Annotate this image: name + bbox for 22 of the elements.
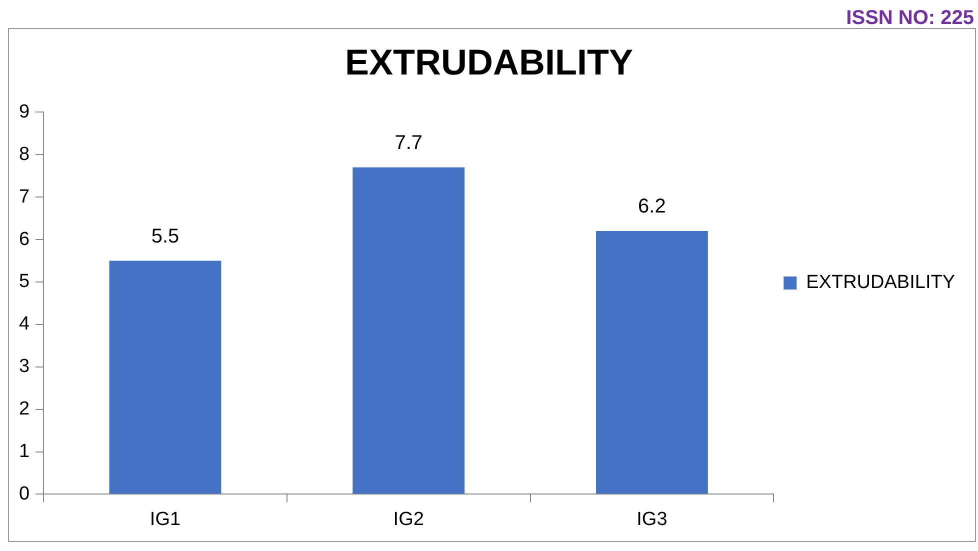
x-tick-label: IG2 <box>393 508 424 530</box>
data-label: 7.7 <box>394 132 423 154</box>
y-tick-label: 7 <box>18 186 30 208</box>
chart-title: EXTRUDABILITY <box>345 42 633 83</box>
y-tick-label: 9 <box>18 101 30 122</box>
data-label: 6.2 <box>638 196 666 218</box>
x-tick-label: IG1 <box>150 508 181 530</box>
y-tick-label: 0 <box>18 483 30 504</box>
text: ISSN NO: 225 <box>846 7 974 29</box>
y-tick-label: 2 <box>18 398 30 420</box>
y-tick-label: 5 <box>18 271 30 292</box>
y-tick-label: 3 <box>18 356 30 378</box>
x-tick-label: IG3 <box>636 508 668 530</box>
bar <box>596 231 708 494</box>
bar <box>109 260 222 494</box>
y-tick-label: 8 <box>18 144 30 165</box>
y-tick-label: 6 <box>18 228 30 250</box>
data-label: 5.5 <box>151 225 180 248</box>
y-tick-label: 1 <box>18 440 30 462</box>
legend-label: EXTRUDABILITY <box>806 272 956 294</box>
bar <box>352 167 465 494</box>
y-tick-label: 4 <box>18 314 30 335</box>
